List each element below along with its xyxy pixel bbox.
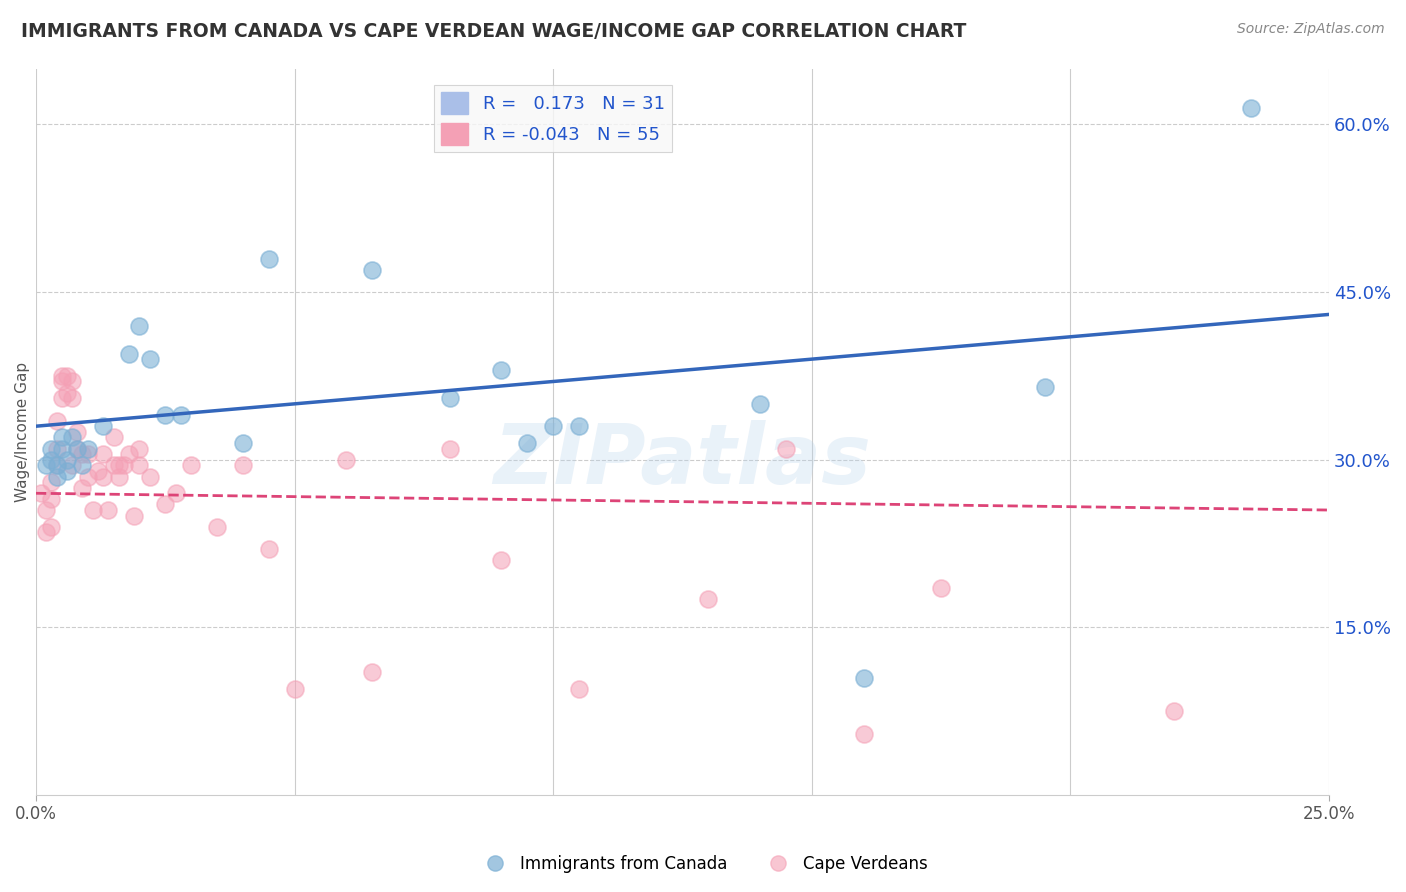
- Point: [257, 252, 280, 266]
- Point: [56, 368, 79, 383]
- Point: [1240, 101, 1263, 115]
- Point: [232, 436, 254, 450]
- Point: [516, 436, 538, 450]
- Point: [1163, 704, 1185, 718]
- Point: [56, 385, 79, 400]
- Point: [155, 498, 177, 512]
- Point: [51, 430, 73, 444]
- Point: [170, 408, 193, 422]
- Point: [60, 375, 83, 389]
- Point: [361, 262, 384, 277]
- Point: [56, 464, 79, 478]
- Point: [335, 452, 357, 467]
- Point: [91, 447, 114, 461]
- Y-axis label: Wage/Income Gap: Wage/Income Gap: [15, 362, 31, 502]
- Point: [51, 442, 73, 456]
- Point: [541, 419, 564, 434]
- Point: [41, 475, 63, 489]
- Point: [205, 520, 228, 534]
- Point: [76, 469, 98, 483]
- Point: [41, 452, 63, 467]
- Text: Source: ZipAtlas.com: Source: ZipAtlas.com: [1237, 22, 1385, 37]
- Point: [118, 346, 141, 360]
- Point: [72, 481, 94, 495]
- Point: [45, 469, 67, 483]
- Point: [51, 368, 73, 383]
- Point: [128, 318, 150, 333]
- Point: [128, 458, 150, 473]
- Point: [76, 447, 98, 461]
- Point: [51, 375, 73, 389]
- Legend: Immigrants from Canada, Cape Verdeans: Immigrants from Canada, Cape Verdeans: [472, 848, 934, 880]
- Point: [283, 681, 305, 696]
- Point: [97, 503, 120, 517]
- Point: [45, 458, 67, 473]
- Point: [138, 469, 160, 483]
- Point: [66, 425, 89, 439]
- Point: [76, 442, 98, 456]
- Point: [232, 458, 254, 473]
- Point: [491, 553, 513, 567]
- Point: [138, 352, 160, 367]
- Text: ZIPatlas: ZIPatlas: [494, 420, 872, 501]
- Point: [568, 681, 591, 696]
- Point: [929, 582, 952, 596]
- Point: [45, 414, 67, 428]
- Point: [361, 665, 384, 679]
- Point: [66, 442, 89, 456]
- Point: [60, 430, 83, 444]
- Point: [45, 442, 67, 456]
- Point: [41, 442, 63, 456]
- Point: [103, 430, 125, 444]
- Point: [852, 726, 875, 740]
- Point: [35, 525, 58, 540]
- Point: [82, 503, 104, 517]
- Point: [118, 447, 141, 461]
- Point: [439, 391, 461, 405]
- Point: [257, 542, 280, 557]
- Point: [72, 458, 94, 473]
- Point: [30, 486, 52, 500]
- Point: [491, 363, 513, 377]
- Point: [60, 458, 83, 473]
- Text: IMMIGRANTS FROM CANADA VS CAPE VERDEAN WAGE/INCOME GAP CORRELATION CHART: IMMIGRANTS FROM CANADA VS CAPE VERDEAN W…: [21, 22, 966, 41]
- Point: [60, 391, 83, 405]
- Point: [122, 508, 145, 523]
- Point: [165, 486, 187, 500]
- Point: [568, 419, 591, 434]
- Point: [107, 469, 129, 483]
- Point: [1033, 380, 1056, 394]
- Point: [35, 458, 58, 473]
- Point: [103, 458, 125, 473]
- Point: [56, 452, 79, 467]
- Point: [66, 442, 89, 456]
- Point: [107, 458, 129, 473]
- Point: [35, 503, 58, 517]
- Point: [41, 491, 63, 506]
- Point: [155, 408, 177, 422]
- Point: [180, 458, 202, 473]
- Point: [91, 419, 114, 434]
- Point: [697, 592, 720, 607]
- Point: [128, 442, 150, 456]
- Point: [439, 442, 461, 456]
- Point: [45, 458, 67, 473]
- Point: [112, 458, 135, 473]
- Legend: R =   0.173   N = 31, R = -0.043   N = 55: R = 0.173 N = 31, R = -0.043 N = 55: [434, 85, 672, 153]
- Point: [87, 464, 110, 478]
- Point: [72, 447, 94, 461]
- Point: [41, 520, 63, 534]
- Point: [51, 391, 73, 405]
- Point: [775, 442, 797, 456]
- Point: [852, 671, 875, 685]
- Point: [749, 397, 772, 411]
- Point: [91, 469, 114, 483]
